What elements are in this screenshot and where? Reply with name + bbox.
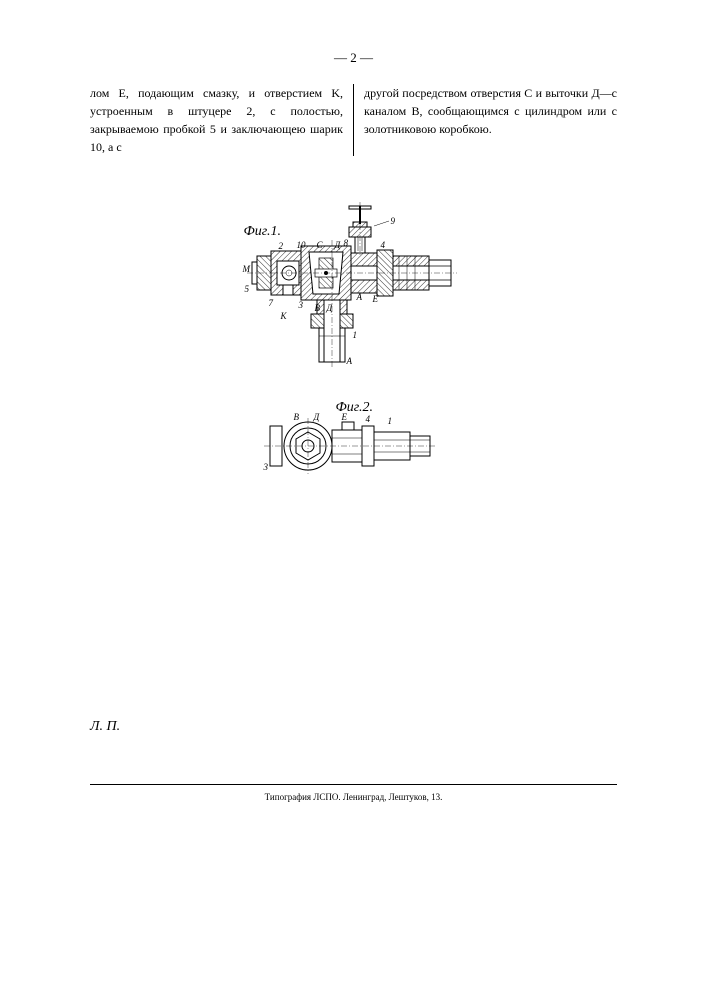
fig1-label-C: C	[317, 240, 323, 250]
fig2-label-Д: Д	[314, 412, 320, 422]
fig1-label-Amid: A	[357, 292, 363, 302]
fig1-label-4: 4	[381, 240, 386, 250]
fig2-label-E: E	[342, 412, 348, 422]
fig1-label-10: 10	[297, 240, 306, 250]
text-block: лом E, подающим смазку, и отверстием K, …	[90, 84, 617, 156]
figure-1: Фиг.1.	[239, 196, 469, 396]
right-column: другой посредством отверстия C и выточки…	[354, 84, 617, 156]
fig1-label-B: B	[315, 303, 321, 313]
fig2-label-3: 3	[264, 462, 269, 472]
fig2-label-B: B	[294, 412, 300, 422]
footer-rule	[90, 784, 617, 785]
fig1-caption: Фиг.1.	[244, 224, 282, 240]
page-number: — 2 —	[90, 50, 617, 66]
fig1-label-Abot: A	[347, 356, 353, 366]
fig1-label-E: E	[373, 294, 379, 304]
fig1-label-1: 1	[353, 330, 358, 340]
fig1-label-Дbot: Д	[327, 303, 333, 313]
fig1-label-5: 5	[245, 284, 250, 294]
fig2-label-4: 4	[366, 414, 371, 424]
fig1-label-3: 3	[299, 300, 304, 310]
fig1-label-M: M	[243, 264, 251, 274]
fig1-label-9: 9	[391, 216, 396, 226]
fig1-label-2: 2	[279, 241, 284, 251]
fig2-label-1: 1	[388, 416, 393, 426]
fig1-label-K: K	[281, 311, 287, 321]
figure-area: Фиг.1.	[239, 196, 469, 486]
fig1-label-8: 8	[344, 238, 349, 248]
figure-2: Фиг.2.	[264, 406, 444, 486]
signature: Л. П.	[90, 719, 120, 735]
fig1-label-Дtop: Д	[335, 240, 341, 250]
fig2-drawing	[264, 406, 444, 486]
footer-imprint: Типография ЛСПО. Ленинград, Лештуков, 13…	[0, 792, 707, 802]
page: — 2 — лом E, подающим смазку, и отверсти…	[0, 0, 707, 1000]
left-column: лом E, подающим смазку, и отверстием K, …	[90, 84, 354, 156]
fig1-label-7: 7	[269, 298, 274, 308]
